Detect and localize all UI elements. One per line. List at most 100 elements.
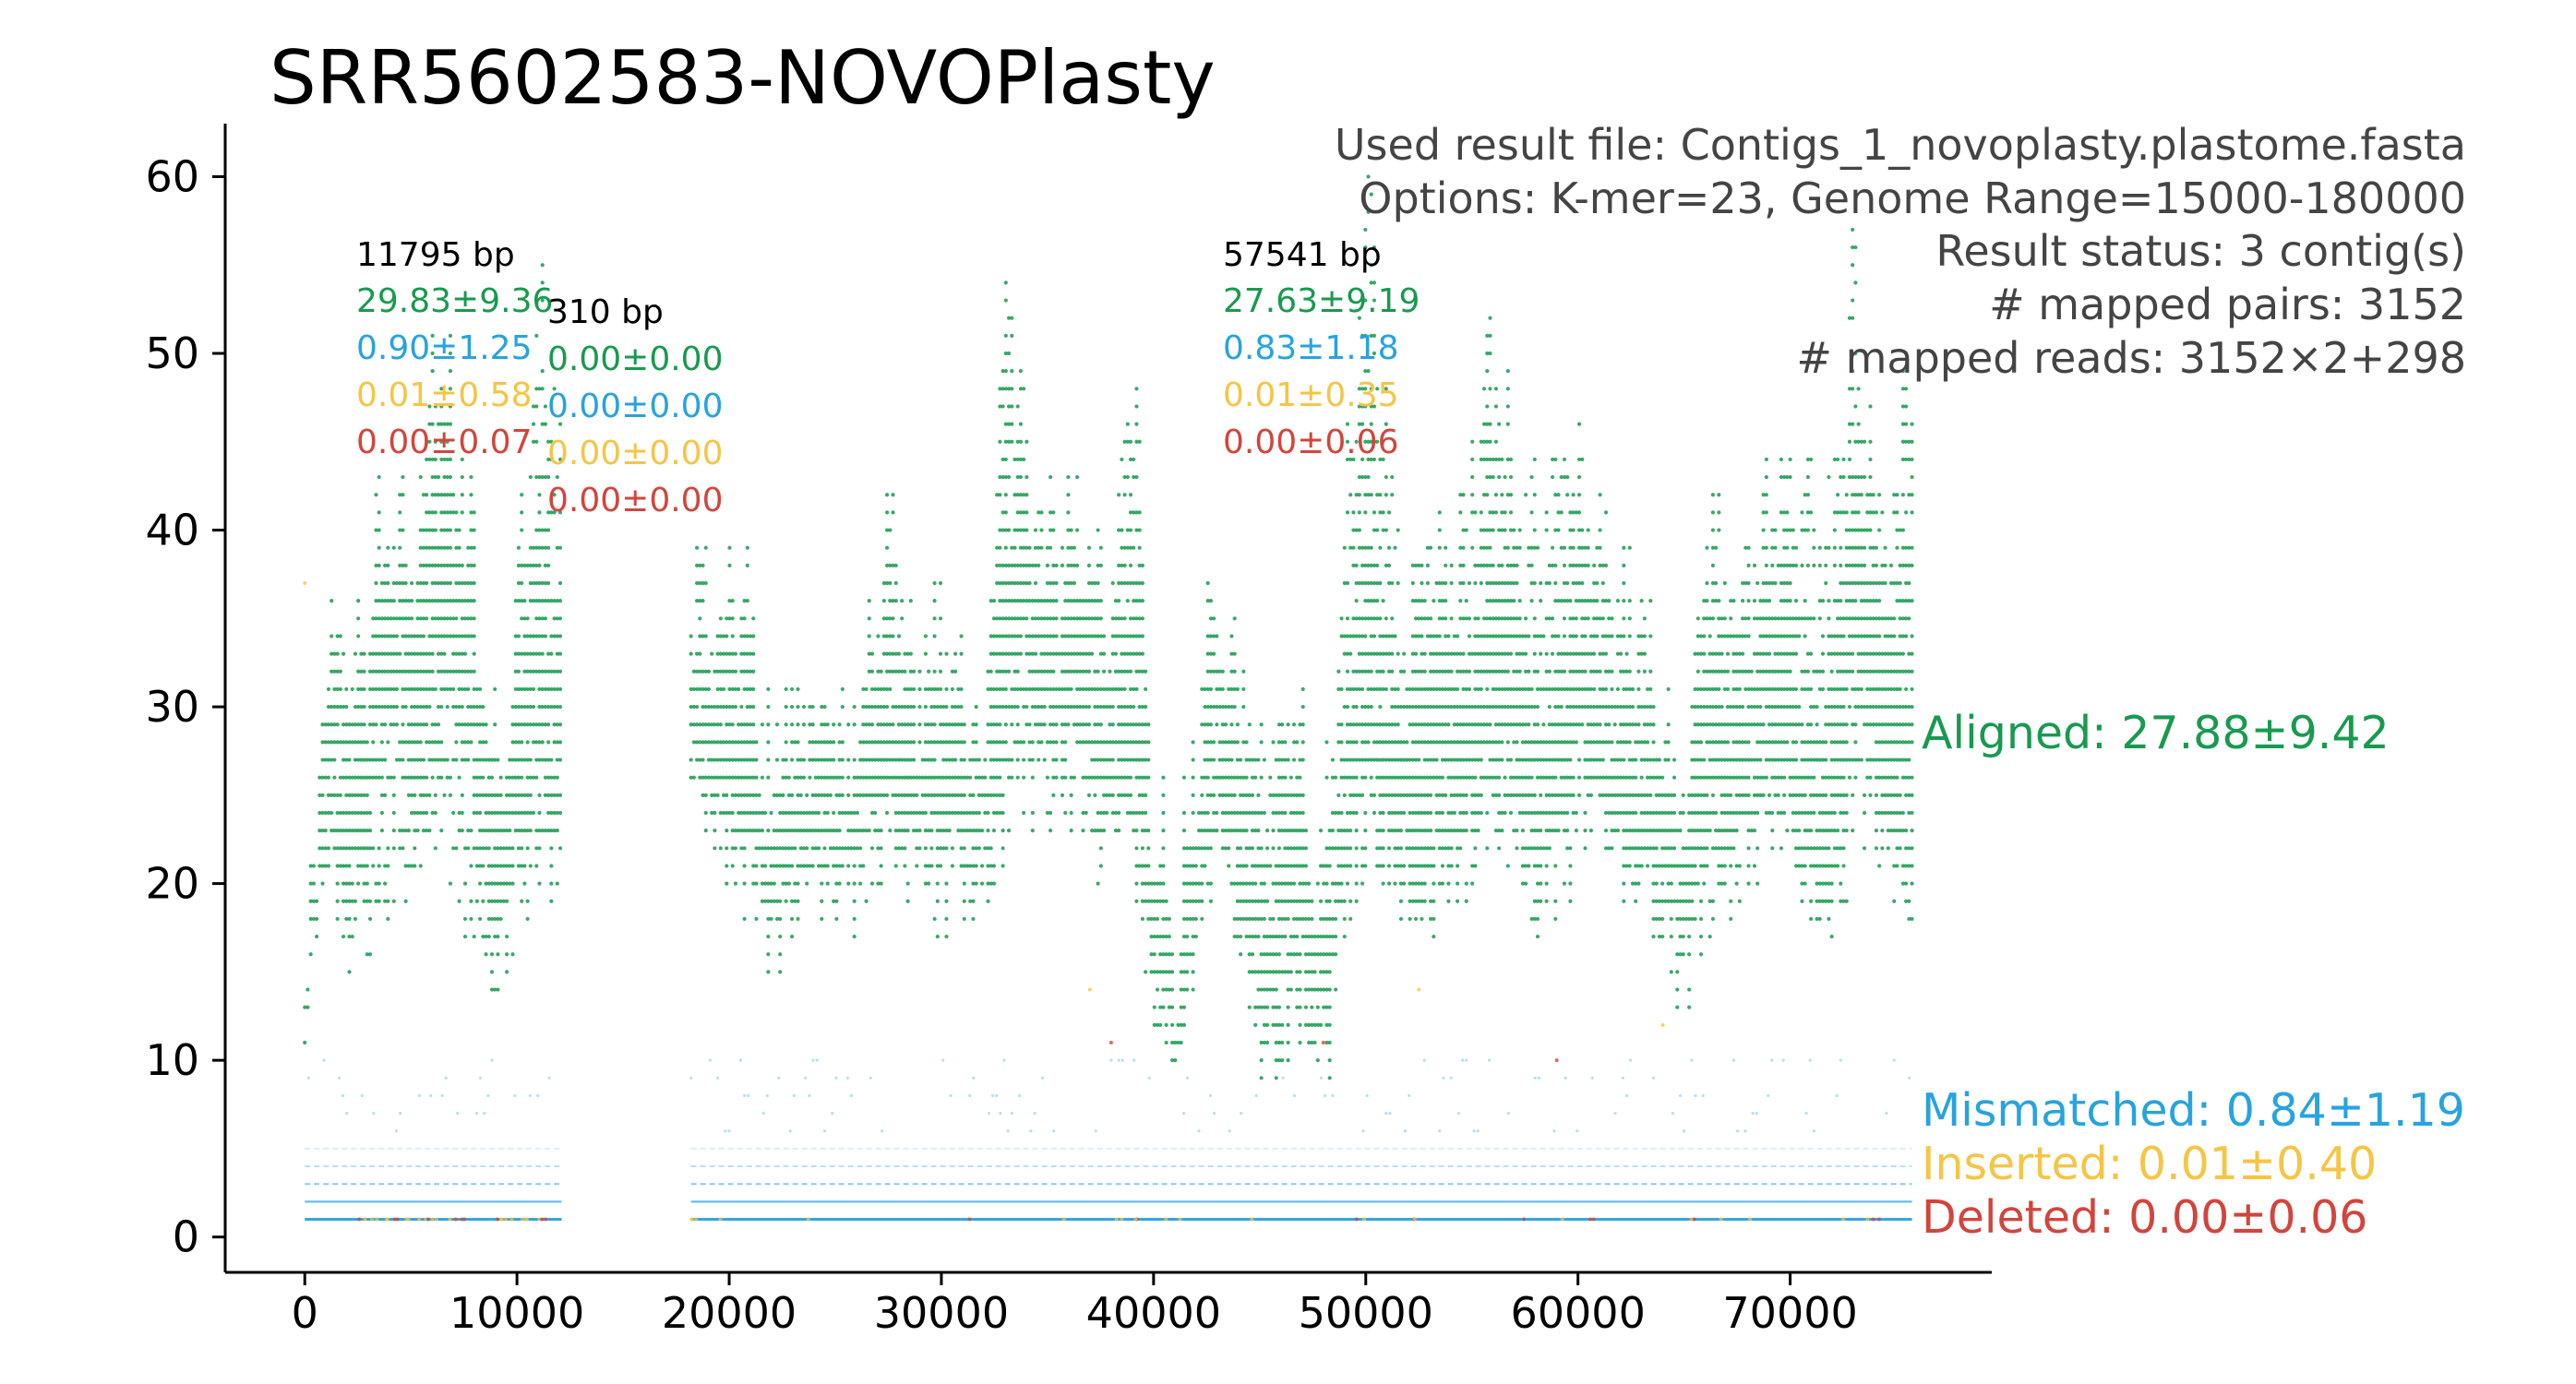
aligned-point — [1048, 829, 1053, 833]
aligned-point — [742, 846, 747, 851]
aligned-point — [1146, 722, 1151, 727]
aligned-point — [1098, 599, 1103, 603]
aligned-point — [460, 493, 464, 497]
aligned-point — [739, 775, 744, 780]
aligned-point — [462, 634, 468, 638]
aligned-point — [1169, 952, 1175, 957]
aligned-point — [508, 829, 512, 833]
aligned-point — [555, 740, 559, 745]
aligned-point — [737, 758, 741, 762]
aligned-point — [430, 599, 435, 603]
aligned-point — [1505, 864, 1510, 868]
aligned-point — [932, 634, 937, 638]
aligned-point — [1357, 528, 1361, 532]
aligned-point — [493, 846, 497, 851]
aligned-point — [377, 864, 381, 868]
aligned-point — [1386, 563, 1392, 567]
mismatched-point — [1408, 1093, 1411, 1098]
mismatched-point — [941, 1058, 945, 1062]
aligned-point — [362, 846, 366, 851]
aligned-point — [341, 846, 346, 851]
mismatched-point — [968, 1093, 972, 1098]
aligned-point — [1286, 722, 1290, 727]
aligned-point — [362, 704, 366, 710]
aligned-point — [903, 864, 907, 868]
aligned-point — [1098, 545, 1103, 550]
aligned-point — [528, 704, 533, 710]
aligned-point — [751, 686, 756, 692]
aligned-point — [394, 616, 400, 621]
aligned-point — [365, 758, 369, 762]
aligned-point — [371, 864, 376, 868]
aligned-point — [1422, 669, 1427, 674]
aligned-point — [516, 775, 521, 780]
aligned-point — [1235, 686, 1240, 692]
aligned-point — [774, 722, 780, 727]
aligned-point — [1022, 457, 1026, 462]
aligned-point — [543, 634, 548, 638]
aligned-point — [1485, 369, 1490, 374]
aligned-point — [377, 775, 381, 780]
aligned-point — [537, 669, 542, 674]
aligned-point — [742, 829, 747, 833]
aligned-point — [1515, 846, 1519, 851]
mismatched-point — [1186, 1076, 1190, 1080]
aligned-point — [433, 686, 437, 692]
aligned-point — [389, 616, 393, 621]
aligned-point — [448, 881, 453, 886]
aligned-point — [504, 881, 509, 886]
aligned-point — [1363, 829, 1368, 833]
aligned-point — [1330, 829, 1335, 833]
aligned-point — [451, 599, 456, 603]
aligned-point — [1235, 740, 1240, 745]
aligned-point — [1117, 829, 1121, 833]
aligned-point — [389, 775, 393, 780]
aligned-point — [691, 775, 696, 780]
aligned-point — [513, 829, 518, 833]
aligned-point — [486, 934, 491, 939]
aligned-point — [394, 669, 400, 674]
aligned-point — [409, 810, 414, 816]
aligned-point — [1161, 829, 1166, 833]
aligned-point — [891, 510, 895, 515]
aligned-point — [365, 881, 369, 886]
aligned-point — [362, 793, 366, 797]
aligned-point — [528, 599, 533, 603]
aligned-point — [1003, 722, 1008, 727]
aligned-point — [710, 704, 714, 710]
aligned-point — [318, 775, 322, 780]
aligned-point — [409, 599, 414, 603]
aligned-point — [534, 387, 539, 391]
aligned-point — [421, 758, 426, 762]
aligned-point — [451, 563, 456, 567]
aligned-point — [789, 916, 795, 922]
aligned-point — [323, 864, 328, 868]
aligned-point — [1024, 528, 1029, 532]
aligned-point — [403, 634, 408, 638]
aligned-point — [439, 669, 444, 674]
aligned-point — [528, 864, 533, 868]
aligned-point — [864, 686, 869, 692]
aligned-point — [1271, 740, 1276, 745]
aligned-point — [516, 758, 521, 762]
aligned-point — [540, 722, 545, 727]
aligned-point — [917, 722, 922, 727]
aligned-point — [406, 775, 411, 780]
mismatched-point — [1472, 1129, 1476, 1133]
aligned-point — [359, 722, 364, 727]
aligned-point — [1312, 970, 1317, 974]
aligned-point — [784, 686, 788, 692]
aligned-point — [938, 686, 943, 692]
aligned-point — [1517, 669, 1522, 674]
aligned-point — [448, 793, 453, 797]
aligned-point — [1351, 545, 1356, 550]
aligned-point — [379, 580, 385, 586]
aligned-point — [472, 510, 476, 515]
aligned-point — [557, 793, 563, 797]
aligned-point — [401, 616, 405, 621]
aligned-point — [386, 580, 390, 586]
aligned-point — [326, 704, 331, 710]
aligned-point — [1348, 829, 1353, 833]
aligned-point — [1315, 1058, 1320, 1063]
aligned-point — [496, 952, 500, 957]
